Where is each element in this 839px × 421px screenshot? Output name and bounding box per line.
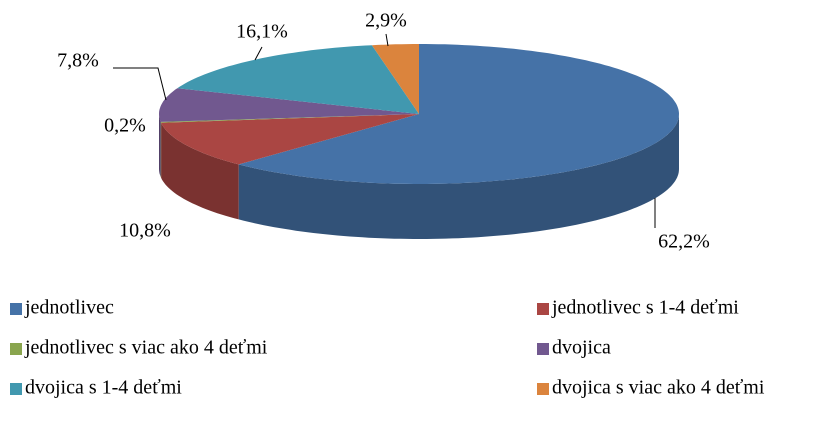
- legend-label: jednotlivec s viac ako 4 deťmi: [24, 337, 268, 359]
- leader-line: [385, 33, 389, 47]
- legend-swatch: [537, 343, 549, 355]
- data-label: 7,8%: [57, 50, 99, 72]
- legend-label: jednotlivec s 1-4 deťmi: [551, 297, 739, 319]
- slice: [161, 114, 419, 165]
- slice: [159, 88, 419, 122]
- data-label: 62,2%: [658, 231, 710, 253]
- legend-swatch: [10, 383, 22, 395]
- data-label: 2,9%: [365, 10, 407, 32]
- legend-label: dvojica s 1-4 deťmi: [25, 377, 182, 399]
- data-label: 0,2%: [104, 115, 146, 137]
- legend-swatch: [10, 303, 22, 315]
- data-label: 10,8%: [119, 220, 171, 242]
- slice: [371, 44, 419, 114]
- legend-label: dvojica s viac ako 4 deťmi: [552, 377, 765, 399]
- legend-label: dvojica: [552, 337, 611, 359]
- leader-line: [113, 67, 167, 101]
- legend-swatch: [10, 343, 22, 355]
- legend-label: jednotlivec: [24, 297, 114, 319]
- slice: [238, 44, 679, 184]
- data-label: 16,1%: [236, 21, 288, 43]
- leader-line: [254, 46, 263, 61]
- slice-side: [238, 114, 679, 239]
- legend-swatch: [537, 303, 549, 315]
- legend-swatch: [537, 383, 549, 395]
- slice: [160, 114, 419, 123]
- slice-side: [161, 122, 239, 220]
- slice-side: [159, 114, 161, 177]
- slice: [177, 45, 419, 115]
